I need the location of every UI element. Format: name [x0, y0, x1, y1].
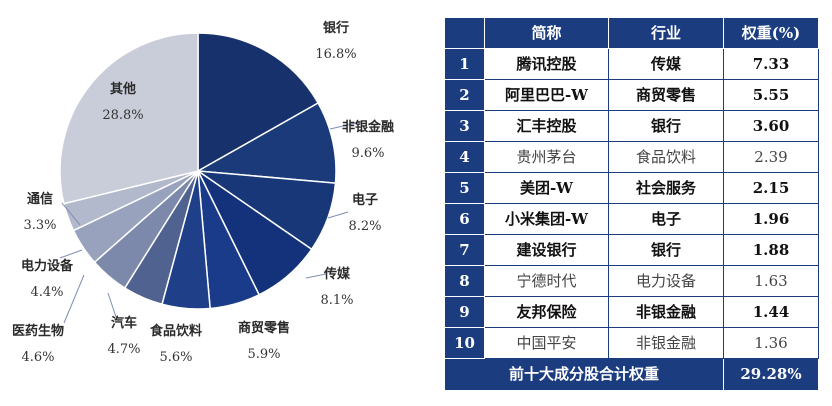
row-industry: 电力设备 [608, 265, 724, 297]
leader-line [61, 202, 81, 226]
table-footer-row: 前十大成分股合计权重 29.28% [444, 358, 819, 391]
slice-value-label: 4.4% [30, 285, 63, 300]
row-rank: 2 [444, 79, 485, 111]
table-row: 2 阿里巴巴-W 商贸零售 5.55 [444, 79, 819, 111]
row-name: 宁德时代 [484, 265, 609, 297]
row-name: 贵州茅台 [484, 141, 609, 173]
row-name: 建设银行 [484, 234, 609, 266]
row-name: 友邦保险 [484, 296, 609, 328]
slice-value-label: 16.8% [315, 47, 356, 62]
footer-value: 29.28% [723, 358, 819, 391]
row-industry: 社会服务 [608, 172, 724, 204]
row-name: 汇丰控股 [484, 110, 609, 142]
table-row: 6 小米集团-W 电子 1.96 [444, 203, 819, 235]
slice-value-label: 9.6% [351, 146, 384, 161]
slice-label: 食品饮料 [150, 323, 202, 339]
row-industry: 非银金融 [608, 296, 724, 328]
slice-label: 电力设备 [21, 258, 74, 274]
slice-label: 电子 [352, 192, 378, 208]
row-rank: 9 [444, 296, 485, 328]
slice-label: 商贸零售 [238, 320, 290, 336]
row-weight: 5.55 [723, 79, 819, 111]
row-industry: 银行 [608, 110, 724, 142]
header-weight: 权重(%) [723, 17, 819, 49]
leader-line [327, 211, 349, 219]
slice-label: 医药生物 [12, 323, 64, 339]
row-weight: 3.60 [723, 110, 819, 142]
row-rank: 5 [444, 172, 485, 204]
slice-value-label: 3.3% [23, 218, 56, 233]
pie-chart: 银行 16.8% 非银金融 9.6% 电子 8.2% 传媒 8.1% 商贸零售 5.9% 食品饮料 5… [12, 20, 394, 365]
row-weight: 2.15 [723, 172, 819, 204]
row-rank: 10 [444, 327, 485, 359]
row-industry: 银行 [608, 234, 724, 266]
slice-value-label: 4.7% [107, 342, 140, 357]
row-weight: 2.39 [723, 141, 819, 173]
row-weight: 1.96 [723, 203, 819, 235]
leader-line [329, 122, 357, 130]
slice-label: 银行 [323, 20, 349, 36]
table-row: 3 汇丰控股 银行 3.60 [444, 110, 819, 142]
footer-label: 前十大成分股合计权重 [444, 358, 724, 391]
row-rank: 8 [444, 265, 485, 297]
row-weight: 7.33 [723, 48, 819, 80]
row-name: 美团-W [484, 172, 609, 204]
row-industry: 商贸零售 [608, 79, 724, 111]
leader-line [63, 274, 85, 324]
slice-value-label: 5.6% [159, 350, 192, 365]
slice-value-label: 8.2% [348, 219, 381, 234]
row-rank: 1 [444, 48, 485, 80]
row-rank: 7 [444, 234, 485, 266]
row-name: 阿里巴巴-W [484, 79, 609, 111]
table-row: 1 腾讯控股 传媒 7.33 [444, 48, 819, 80]
table-row: 5 美团-W 社会服务 2.15 [444, 172, 819, 204]
slice-label: 非银金融 [342, 119, 394, 135]
row-name: 中国平安 [484, 327, 609, 359]
pie-slice [195, 101, 337, 184]
table-row: 8 宁德时代 电力设备 1.63 [444, 265, 819, 297]
pie-slice [59, 32, 199, 205]
row-rank: 4 [444, 141, 485, 173]
row-weight: 1.36 [723, 327, 819, 359]
slice-value-label: 8.1% [320, 293, 353, 308]
header-name: 简称 [484, 17, 609, 49]
slice-value-label: 5.9% [247, 347, 280, 362]
table-header-row: 简称 行业 权重(%) [444, 17, 819, 49]
leader-line [305, 273, 327, 279]
pie-slice [197, 32, 320, 173]
leader-line [59, 249, 83, 259]
row-weight: 1.63 [723, 265, 819, 297]
row-weight: 1.88 [723, 234, 819, 266]
table-row: 7 建设银行 银行 1.88 [444, 234, 819, 266]
row-weight: 1.44 [723, 296, 819, 328]
row-industry: 食品饮料 [608, 141, 724, 173]
slice-value-label: 4.6% [21, 350, 54, 365]
header-rank [444, 17, 485, 49]
row-industry: 传媒 [608, 48, 724, 80]
row-rank: 3 [444, 110, 485, 142]
slice-label: 其他 [110, 81, 136, 97]
table-row: 9 友邦保险 非银金融 1.44 [444, 296, 819, 328]
row-name: 腾讯控股 [484, 48, 609, 80]
row-rank: 6 [444, 203, 485, 235]
header-industry: 行业 [608, 17, 724, 49]
leader-line [107, 292, 117, 318]
row-name: 小米集团-W [484, 203, 609, 235]
table-row: 4 贵州茅台 食品饮料 2.39 [444, 141, 819, 173]
slice-label: 通信 [27, 191, 53, 207]
slice-label: 传媒 [323, 266, 351, 282]
top10-holdings-table: 简称 行业 权重(%) 1 腾讯控股 传媒 7.33 2 阿里巴巴-W 商贸零售 5.55 3 汇… [444, 17, 819, 391]
row-industry: 非银金融 [608, 327, 724, 359]
table-row: 10 中国平安 非银金融 1.36 [444, 327, 819, 359]
slice-label: 汽车 [111, 315, 137, 331]
row-industry: 电子 [608, 203, 724, 235]
slice-value-label: 28.8% [102, 108, 143, 123]
